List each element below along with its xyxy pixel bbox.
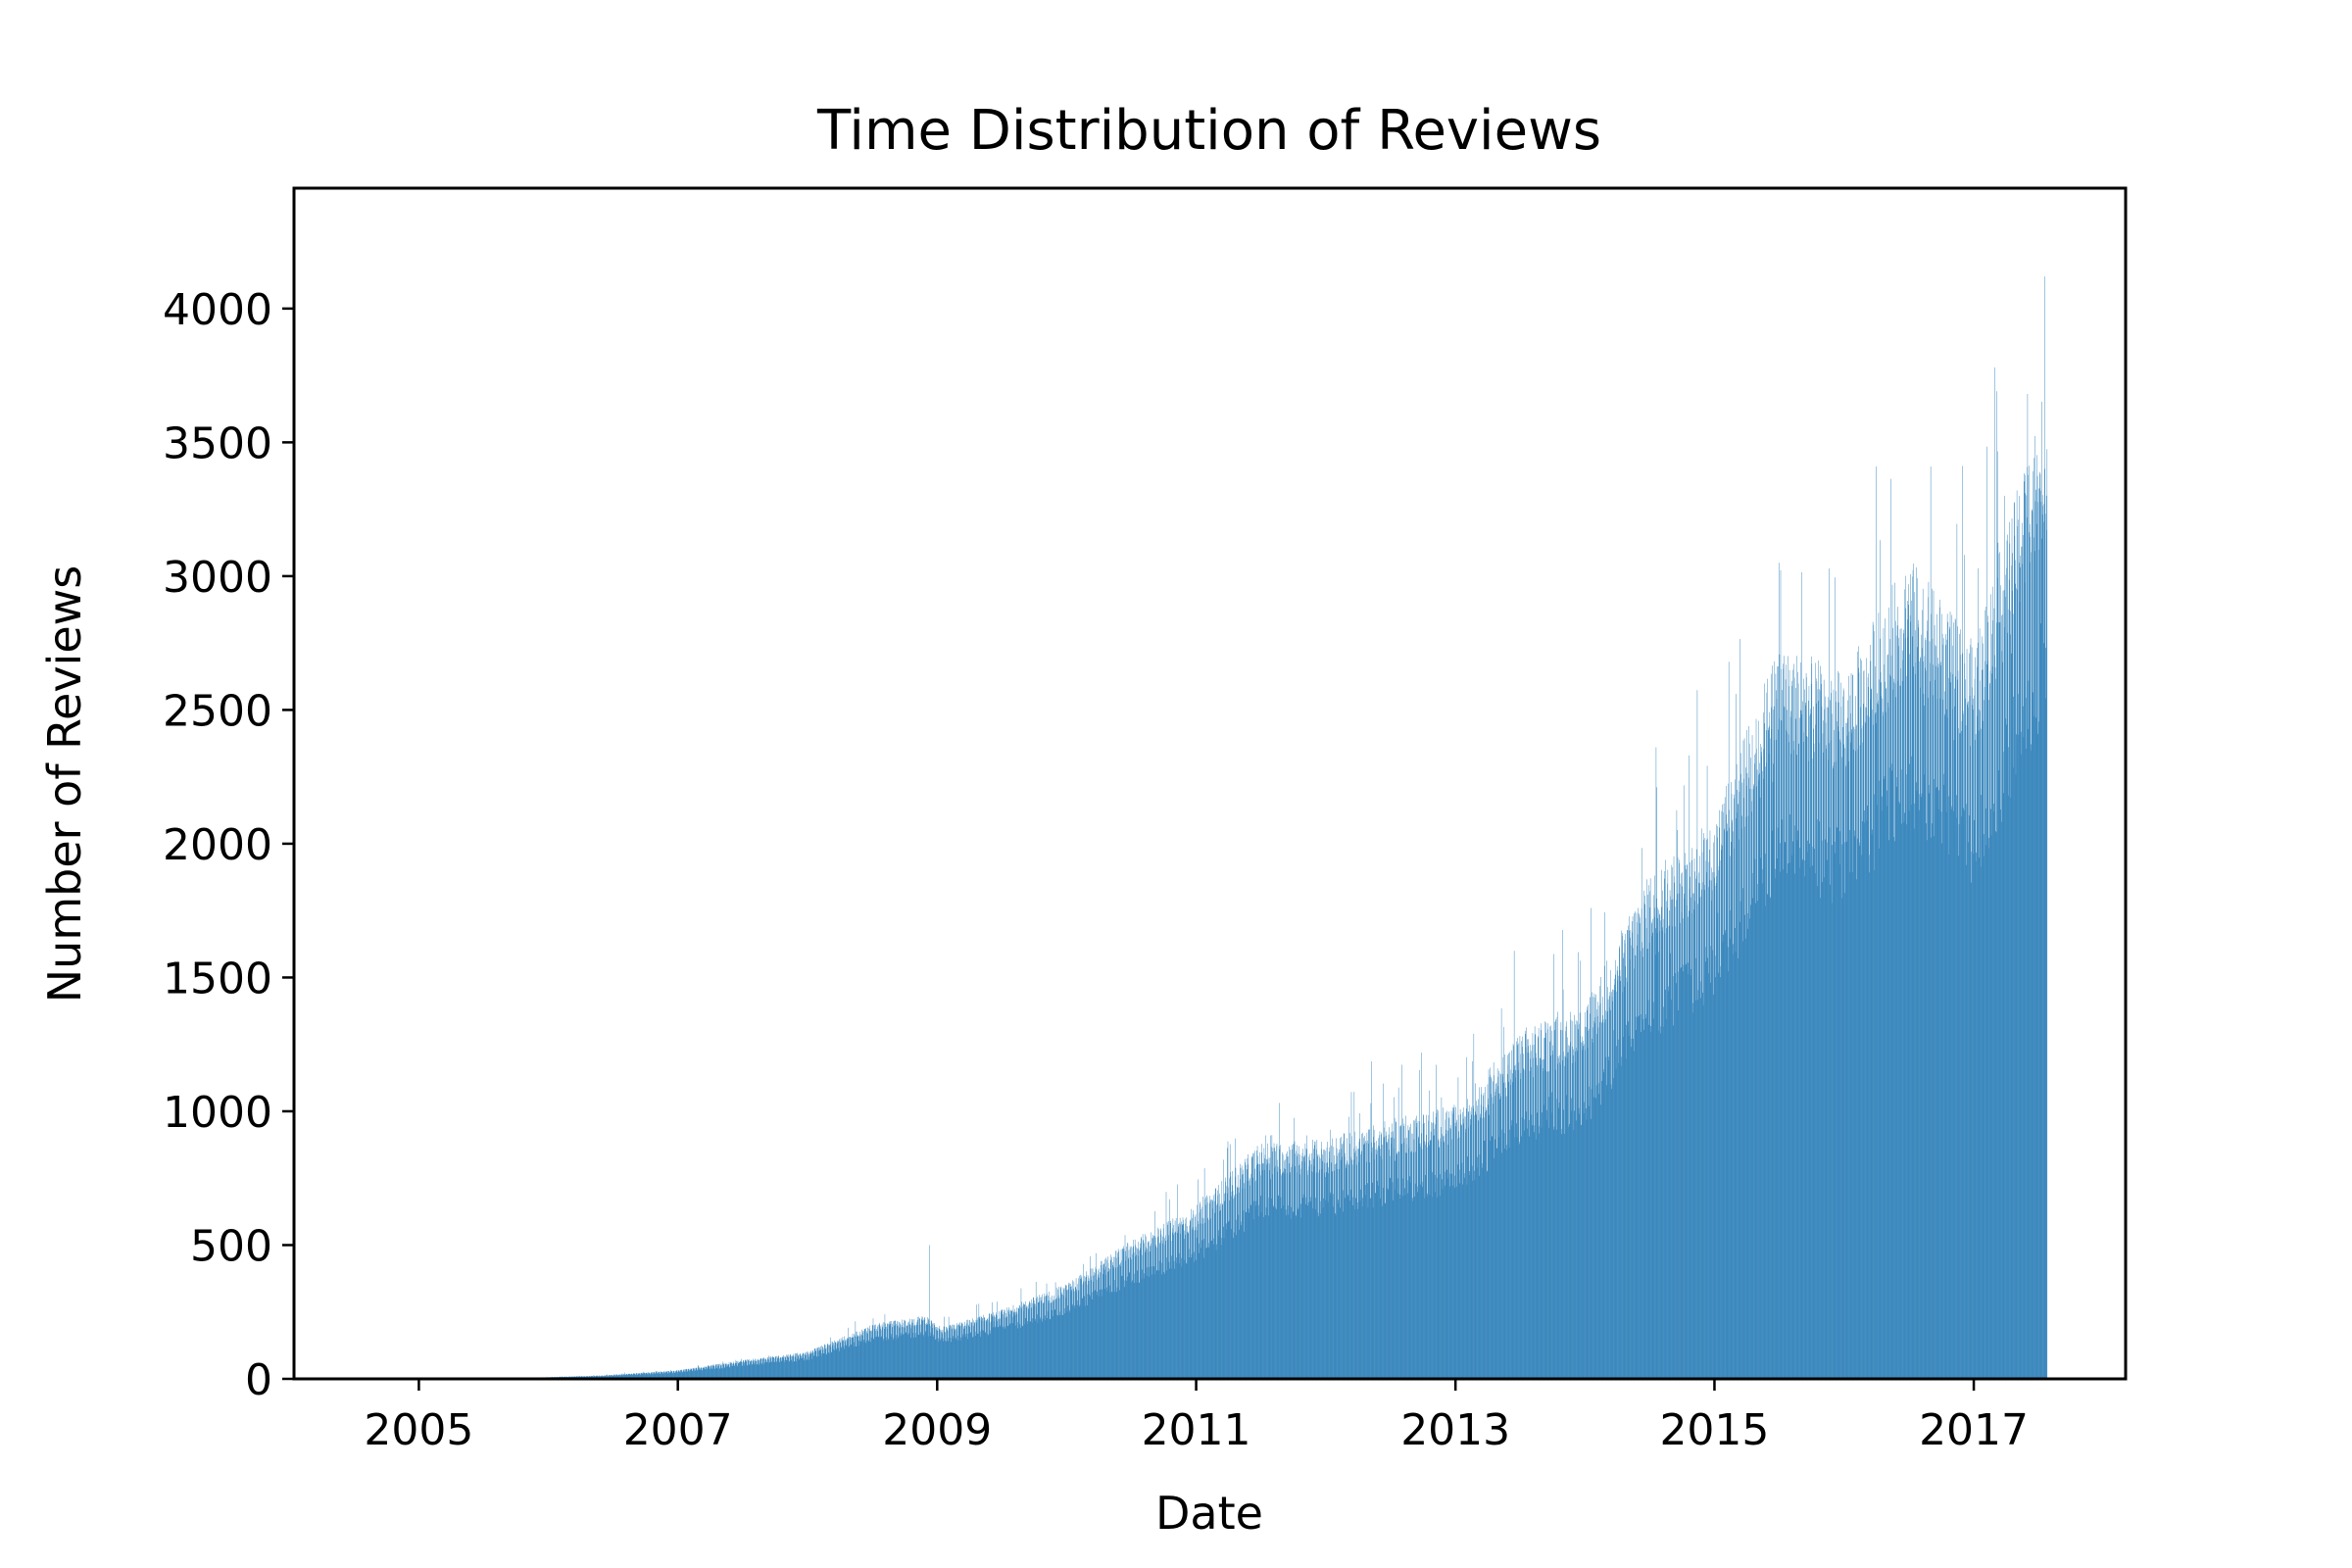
y-tick-label: 4000 <box>163 285 272 335</box>
x-tick-label: 2015 <box>1659 1405 1769 1455</box>
y-axis: 0 500 1000 1500 2000 2500 3000 3500 4000 <box>163 285 294 1405</box>
x-tick-label: 2005 <box>364 1405 473 1455</box>
x-tick-label: 2009 <box>882 1405 992 1455</box>
y-tick-label: 1000 <box>163 1088 272 1138</box>
y-tick-label: 2000 <box>163 820 272 870</box>
x-axis: 2005 2007 2009 2011 2013 2015 2017 <box>364 1379 2029 1455</box>
y-tick-label: 3500 <box>163 418 272 468</box>
chart-title: Time Distribution of Reviews <box>816 99 1601 163</box>
x-tick-label: 2007 <box>623 1405 733 1455</box>
bars-group <box>520 276 2048 1380</box>
y-tick-label: 2500 <box>163 686 272 736</box>
x-tick-label: 2017 <box>1919 1405 2029 1455</box>
y-tick-label: 0 <box>245 1355 272 1405</box>
plot-frame <box>292 186 2128 1381</box>
y-axis-label: Number of Reviews <box>38 565 91 1003</box>
y-tick-label: 500 <box>190 1221 272 1271</box>
x-tick-label: 2013 <box>1400 1405 1510 1455</box>
y-tick-label: 1500 <box>163 954 272 1004</box>
y-tick-label: 3000 <box>163 553 272 603</box>
x-axis-label: Date <box>1155 1487 1263 1540</box>
x-tick-label: 2011 <box>1142 1405 1251 1455</box>
